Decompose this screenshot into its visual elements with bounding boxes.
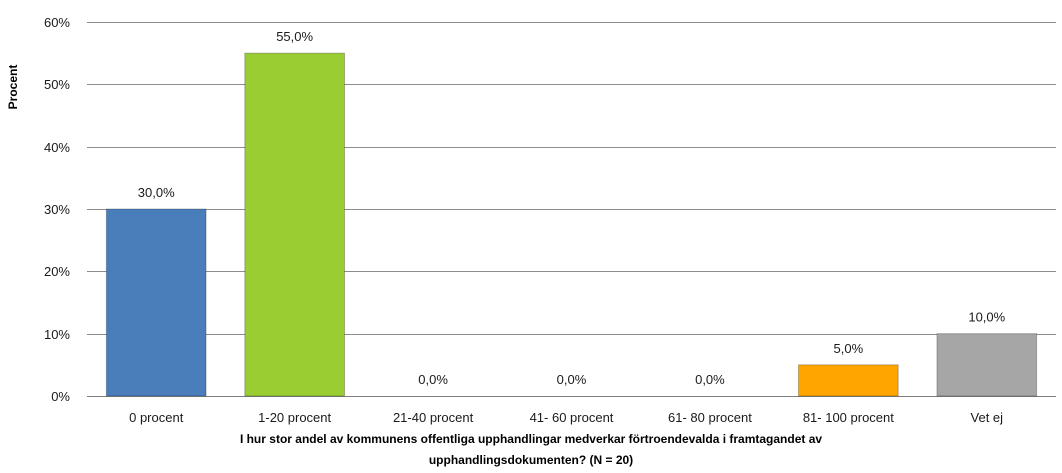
y-tick-label: 20% <box>44 264 70 279</box>
bar <box>936 333 1038 397</box>
y-tick-label: 10% <box>44 327 70 342</box>
x-tick-label: 1-20 procent <box>258 410 331 425</box>
data-label: 0,0% <box>695 372 725 387</box>
bar <box>105 208 207 397</box>
x-axis-categories: 0 procent 1-20 procent 21-40 procent 41- 60… <box>129 410 1003 425</box>
x-tick-label: 0 procent <box>129 410 184 425</box>
bars <box>105 52 1038 397</box>
x-tick-label: 21-40 procent <box>393 410 474 425</box>
data-label: 5,0% <box>834 341 864 356</box>
gridlines <box>87 22 1056 397</box>
y-tick-label: 50% <box>44 77 70 92</box>
data-label: 55,0% <box>276 29 313 44</box>
x-tick-label: 61- 80 procent <box>668 410 752 425</box>
data-label: 0,0% <box>418 372 448 387</box>
bar <box>244 52 345 397</box>
x-axis-label-line-1: I hur stor andel av kommunens offentliga… <box>240 432 822 446</box>
data-label: 10,0% <box>968 310 1005 325</box>
x-axis-label-line-2: upphandlingsdokumenten? (N = 20) <box>429 453 633 467</box>
x-tick-label: 81- 100 procent <box>803 410 894 425</box>
y-tick-label: 0% <box>51 389 70 404</box>
data-label: 0,0% <box>557 372 587 387</box>
y-tick-label: 60% <box>44 15 70 30</box>
x-tick-label: 41- 60 procent <box>530 410 614 425</box>
data-labels: 30,0% 55,0% 0,0% 0,0% 0,0% 5,0% 10,0% <box>138 29 1006 387</box>
y-axis-ticks: 0% 10% 20% 30% 40% 50% 60% <box>44 15 70 404</box>
y-tick-label: 40% <box>44 140 70 155</box>
y-tick-label: 30% <box>44 202 70 217</box>
x-tick-label: Vet ej <box>971 410 1004 425</box>
data-label: 30,0% <box>138 185 175 200</box>
bar <box>798 364 899 397</box>
y-axis-label: Procent <box>6 65 20 110</box>
